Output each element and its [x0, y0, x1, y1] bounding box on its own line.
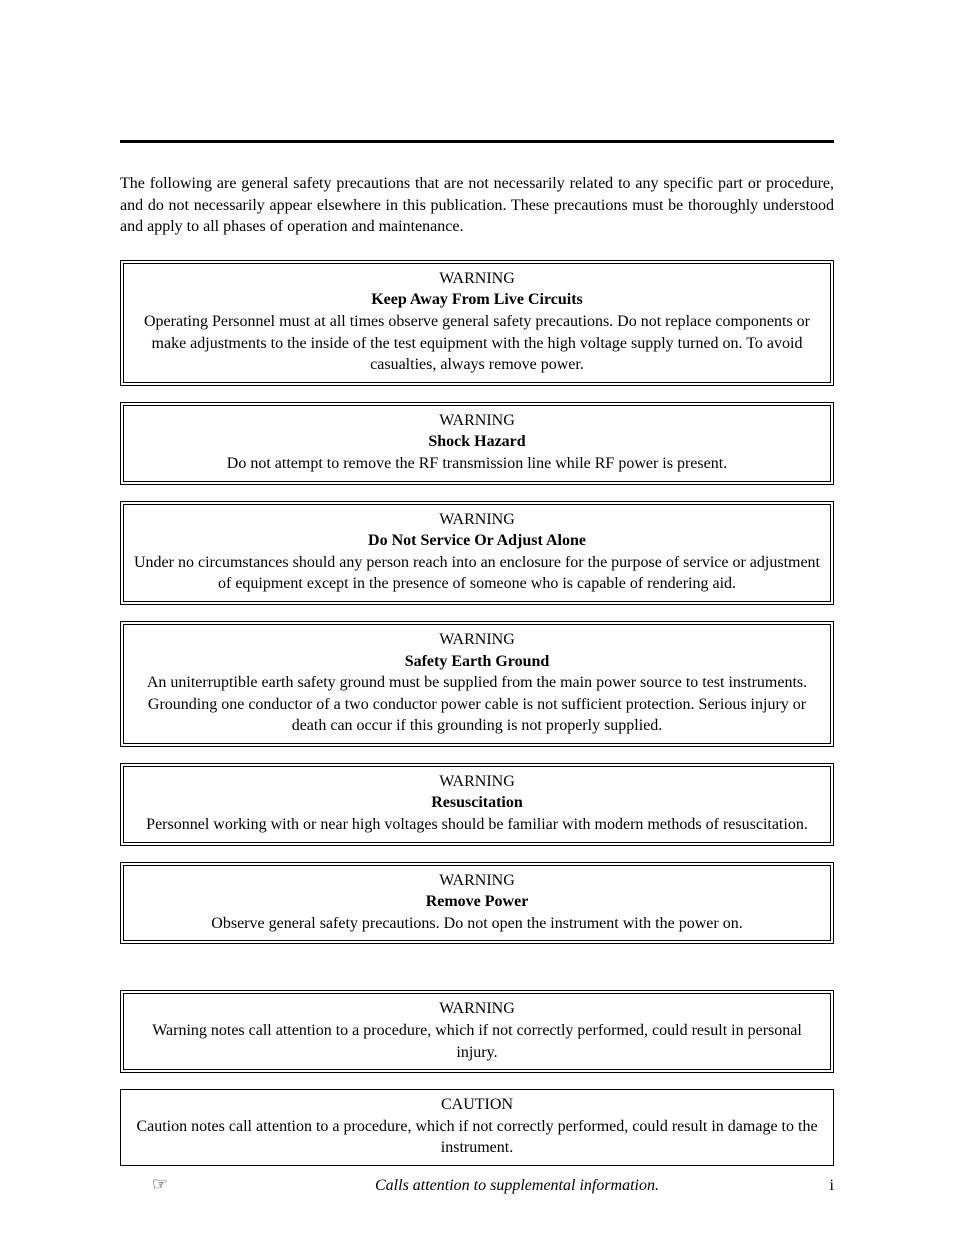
- section-gap: [120, 960, 834, 990]
- warning-body: Operating Personnel must at all times ob…: [134, 311, 820, 376]
- warning-subtitle: Shock Hazard: [134, 431, 820, 453]
- warning-subtitle: Resuscitation: [134, 792, 820, 814]
- caution-note-definition: CAUTION Caution notes call attention to …: [120, 1089, 834, 1166]
- warning-subtitle: Remove Power: [134, 891, 820, 913]
- warning-body: Under no circumstances should any person…: [134, 552, 820, 595]
- warning-body: Personnel working with or near high volt…: [134, 814, 820, 836]
- warning-subtitle: Do Not Service Or Adjust Alone: [134, 530, 820, 552]
- warning-header: WARNING: [134, 410, 820, 432]
- warning-header: WARNING: [134, 998, 820, 1020]
- note-text: Calls attention to supplemental informat…: [200, 1177, 834, 1195]
- warning-box-service-alone: WARNING Do Not Service Or Adjust Alone U…: [120, 501, 834, 605]
- warning-box-resuscitation: WARNING Resuscitation Personnel working …: [120, 763, 834, 846]
- warning-box-remove-power: WARNING Remove Power Observe general saf…: [120, 862, 834, 945]
- warning-header: WARNING: [134, 629, 820, 651]
- warning-box-live-circuits: WARNING Keep Away From Live Circuits Ope…: [120, 260, 834, 386]
- warning-body: An uniterruptible earth safety ground mu…: [134, 672, 820, 737]
- warning-box-shock-hazard: WARNING Shock Hazard Do not attempt to r…: [120, 402, 834, 485]
- warning-header: WARNING: [134, 268, 820, 290]
- warning-header: WARNING: [134, 509, 820, 531]
- caution-header: CAUTION: [131, 1094, 823, 1116]
- warning-box-earth-ground: WARNING Safety Earth Ground An uniterrup…: [120, 621, 834, 747]
- warning-subtitle: Keep Away From Live Circuits: [134, 289, 820, 311]
- warning-header: WARNING: [134, 771, 820, 793]
- warning-subtitle: Safety Earth Ground: [134, 651, 820, 673]
- warning-body: Observe general safety precautions. Do n…: [134, 913, 820, 935]
- warning-body: Do not attempt to remove the RF transmis…: [134, 453, 820, 475]
- warning-header: WARNING: [134, 870, 820, 892]
- page: The following are general safety precaut…: [0, 0, 954, 1255]
- warning-note-definition: WARNING Warning notes call attention to …: [120, 990, 834, 1073]
- caution-body: Caution notes call attention to a proced…: [131, 1116, 823, 1159]
- pointing-hand-icon: ☞: [120, 1174, 200, 1195]
- page-number: i: [830, 1177, 834, 1195]
- note-line: ☞ Calls attention to supplemental inform…: [120, 1174, 834, 1195]
- top-rule: [120, 140, 834, 143]
- warning-body: Warning notes call attention to a proced…: [134, 1020, 820, 1063]
- intro-paragraph: The following are general safety precaut…: [120, 173, 834, 238]
